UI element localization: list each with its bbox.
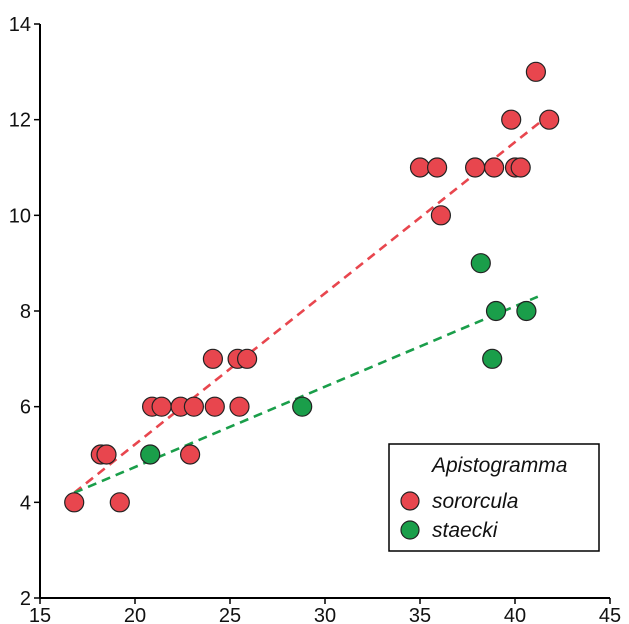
legend-label-staecki: staecki [432, 519, 499, 542]
data-point-sororcula [238, 349, 257, 368]
data-point-staecki [293, 397, 312, 416]
data-point-sororcula [511, 158, 530, 177]
x-tick-label: 35 [409, 605, 431, 624]
x-tick-label: 25 [219, 605, 241, 624]
data-point-sororcula [203, 349, 222, 368]
y-tick-label: 8 [20, 301, 31, 323]
data-point-sororcula [65, 493, 84, 512]
legend: Apistogramma sororcula staecki [389, 444, 599, 551]
data-point-sororcula [411, 158, 430, 177]
y-tick-label: 12 [9, 110, 31, 132]
data-point-staecki [487, 302, 506, 321]
y-tick-label: 2 [20, 588, 31, 610]
y-tick-label: 14 [9, 14, 31, 36]
data-point-sororcula [526, 62, 545, 81]
data-point-sororcula [181, 445, 200, 464]
data-point-staecki [471, 254, 490, 273]
legend-label-sororcula: sororcula [432, 490, 518, 513]
data-point-sororcula [110, 493, 129, 512]
data-point-sororcula [428, 158, 447, 177]
legend-marker-sororcula [401, 492, 419, 510]
data-point-sororcula [230, 397, 249, 416]
y-tick-label: 4 [20, 492, 31, 514]
data-point-staecki [517, 302, 536, 321]
legend-marker-staecki [401, 521, 419, 539]
data-point-sororcula [466, 158, 485, 177]
data-point-sororcula [152, 397, 171, 416]
x-tick-label: 30 [314, 605, 336, 624]
data-point-sororcula [205, 397, 224, 416]
legend-title: Apistogramma [430, 454, 567, 477]
data-point-sororcula [502, 110, 521, 129]
data-point-sororcula [431, 206, 450, 225]
y-tick-label: 10 [9, 205, 31, 227]
y-tick-label: 6 [20, 397, 31, 419]
data-point-sororcula [97, 445, 116, 464]
data-point-sororcula [184, 397, 203, 416]
data-point-sororcula [485, 158, 504, 177]
data-point-staecki [141, 445, 160, 464]
x-tick-label: 15 [29, 605, 51, 624]
x-tick-label: 45 [599, 605, 621, 624]
data-point-sororcula [540, 110, 559, 129]
data-point-staecki [483, 349, 502, 368]
x-tick-label: 20 [124, 605, 146, 624]
x-tick-label: 40 [504, 605, 526, 624]
